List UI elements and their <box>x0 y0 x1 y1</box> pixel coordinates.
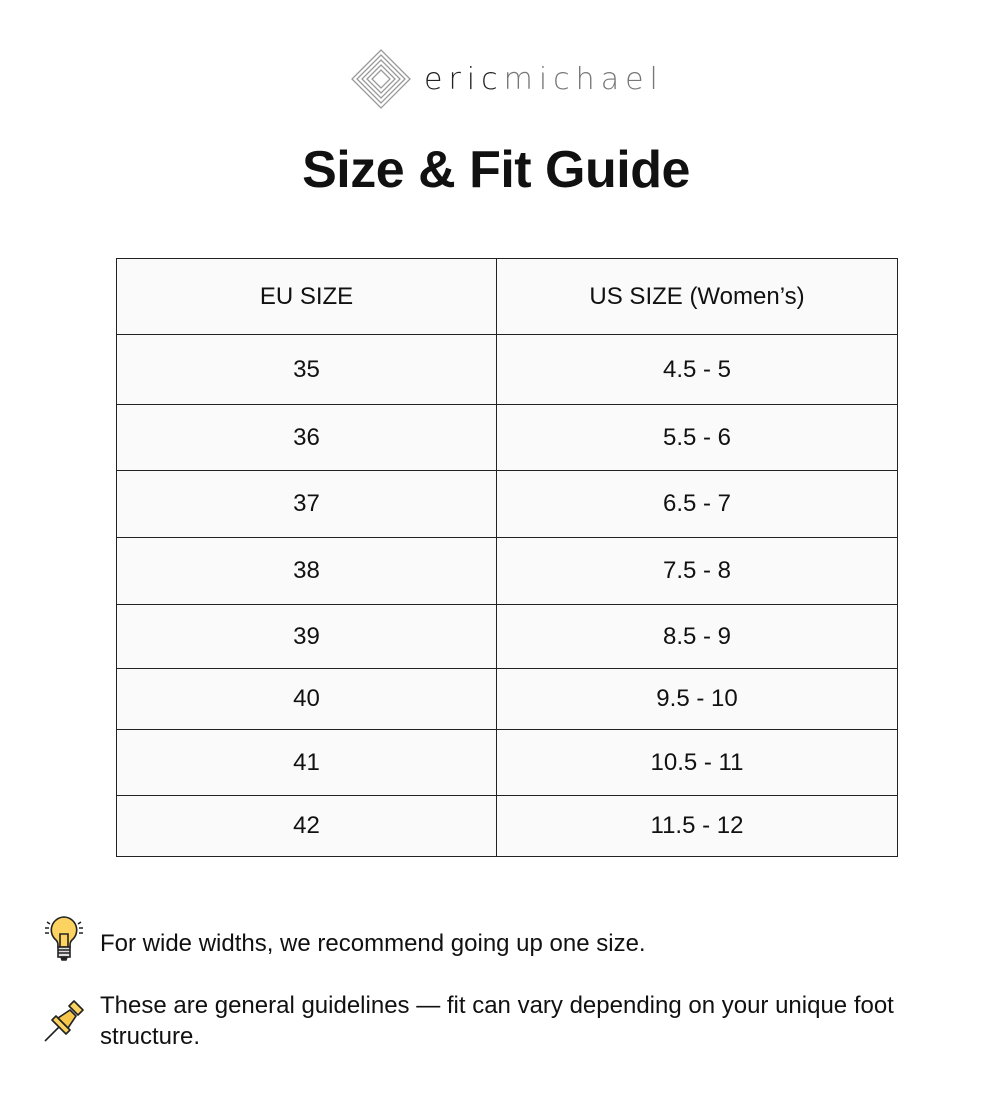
us-size-cell: 11.5 - 12 <box>496 795 898 857</box>
table-row: 39 8.5 - 9 <box>116 604 898 669</box>
header-eu-size: EU SIZE <box>116 258 497 335</box>
eu-size-cell: 37 <box>116 470 497 538</box>
size-table: EU SIZE US SIZE (Women’s) 35 4.5 - 5 36 5.5… <box>116 258 898 857</box>
eu-size-cell: 41 <box>116 729 497 796</box>
brand-name-part1: eric <box>424 61 504 97</box>
us-size-cell: 4.5 - 5 <box>496 334 898 405</box>
brand-name-part2: michael <box>503 61 664 97</box>
eu-size-cell: 39 <box>116 604 497 669</box>
eu-size-cell: 36 <box>116 404 497 471</box>
eu-size-cell: 40 <box>116 668 497 730</box>
table-row: 38 7.5 - 8 <box>116 537 898 605</box>
brand-logo: ericmichael <box>350 48 664 110</box>
logo-diamond-icon <box>351 49 411 109</box>
us-size-cell: 5.5 - 6 <box>496 404 898 471</box>
note-general-guidelines: These are general guidelines — fit can v… <box>100 992 894 1050</box>
table-row: 36 5.5 - 6 <box>116 404 898 471</box>
pushpin-icon <box>42 996 88 1049</box>
us-size-cell: 8.5 - 9 <box>496 604 898 669</box>
eu-size-cell: 35 <box>116 334 497 405</box>
us-size-cell: 9.5 - 10 <box>496 668 898 730</box>
table-row: 35 4.5 - 5 <box>116 334 898 405</box>
table-row: 37 6.5 - 7 <box>116 470 898 538</box>
eu-size-cell: 42 <box>116 795 497 857</box>
us-size-cell: 10.5 - 11 <box>496 729 898 796</box>
header-us-size: US SIZE (Women’s) <box>496 258 898 335</box>
lightbulb-icon <box>42 914 86 971</box>
us-size-cell: 7.5 - 8 <box>496 537 898 605</box>
table-header-row: EU SIZE US SIZE (Women’s) <box>116 258 898 335</box>
table-row: 42 11.5 - 12 <box>116 795 898 857</box>
note-wide-widths: For wide widths, we recommend going up o… <box>100 930 646 957</box>
page-title: Size & Fit Guide <box>302 141 690 199</box>
us-size-cell: 6.5 - 7 <box>496 470 898 538</box>
table-row: 41 10.5 - 11 <box>116 729 898 796</box>
brand-name: ericmichael <box>424 62 664 97</box>
table-row: 40 9.5 - 10 <box>116 668 898 730</box>
eu-size-cell: 38 <box>116 537 497 605</box>
